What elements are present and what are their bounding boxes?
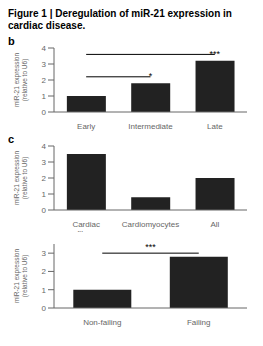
svg-text:miR-21 expression(relative to: miR-21 expression(relative to U6) [13,249,29,304]
svg-text:***: *** [145,242,156,252]
svg-text:Intermediate: Intermediate [128,122,173,131]
svg-text:Late: Late [207,122,223,131]
svg-text:3: 3 [42,60,47,69]
svg-text:Early: Early [77,122,95,131]
html-text:Figure 1 | Deregulation of miR: Figure 1 | Deregulation of miR-21 expres… [8,8,232,31]
svg-text:2: 2 [42,174,47,183]
svg-text:miR-21 expression(relative to: miR-21 expression(relative to U6) [13,53,29,108]
svg-text:2: 2 [42,267,47,276]
svg-text:3: 3 [42,249,47,258]
svg-text:0: 0 [42,206,47,215]
svg-text:4: 4 [42,142,47,151]
svg-text:1: 1 [42,286,47,295]
svg-text:*: * [149,71,153,81]
html-text:c: c [8,133,15,145]
svg-text:4: 4 [42,44,47,53]
svg-text:2: 2 [42,76,47,85]
svg-text:0: 0 [42,304,47,313]
svg-text:Cardiomyocytes: Cardiomyocytes [122,220,179,229]
svg-text:0: 0 [42,108,47,117]
svg-text:***: *** [210,49,221,59]
svg-text:Failing: Failing [187,318,211,327]
svg-text:miR-21 expression(relative to: miR-21 expression(relative to U6) [13,151,29,206]
html-text:b: b [8,35,15,47]
svg-text:1: 1 [42,92,47,101]
svg-text:Non-failing: Non-failing [83,318,121,327]
svg-text:1: 1 [42,190,47,199]
svg-text:All: All [210,220,219,229]
svg-text:3: 3 [42,158,47,167]
svg-text:Cardiacfibro.: Cardiacfibro. [72,220,100,232]
